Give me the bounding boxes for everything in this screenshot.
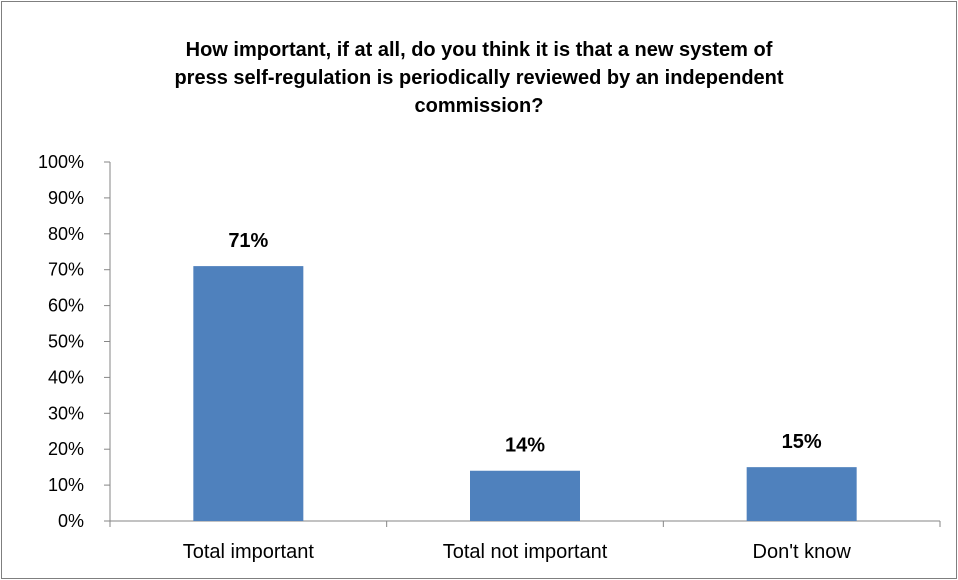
data-label: 71% <box>228 230 268 252</box>
y-tick-label: 80% <box>48 224 84 244</box>
x-category-label: Total not important <box>443 541 608 563</box>
chart-title-line-2: press self-regulation is periodically re… <box>174 67 784 89</box>
y-tick-label: 90% <box>48 188 84 208</box>
bar <box>193 266 304 521</box>
x-category-label: Don't know <box>753 541 852 563</box>
y-tick-label: 70% <box>48 260 84 280</box>
y-tick-label: 30% <box>48 403 84 423</box>
y-tick-label: 60% <box>48 296 84 316</box>
y-tick-label: 20% <box>48 439 84 459</box>
x-category-label: Total important <box>183 541 315 563</box>
chart-title-line-3: commission? <box>414 95 544 117</box>
y-tick-label: 40% <box>48 367 84 387</box>
y-tick-label: 0% <box>58 511 84 531</box>
y-tick-label: 100% <box>38 152 84 172</box>
y-tick-label: 10% <box>48 475 84 495</box>
chart-title: How important, if at all, do you think i… <box>0 36 958 120</box>
data-label: 15% <box>782 431 822 453</box>
chart-title-line-1: How important, if at all, do you think i… <box>185 39 773 61</box>
bar <box>746 467 857 521</box>
bar <box>470 470 580 521</box>
y-tick-label: 50% <box>48 332 84 352</box>
data-label: 14% <box>505 435 545 457</box>
